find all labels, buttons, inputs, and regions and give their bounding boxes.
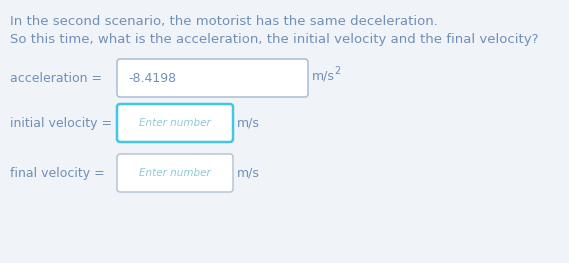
Text: Enter number: Enter number (139, 168, 211, 178)
Text: initial velocity =: initial velocity = (10, 117, 112, 129)
Text: acceleration =: acceleration = (10, 72, 102, 84)
Text: m/s: m/s (312, 69, 335, 83)
Text: -8.4198: -8.4198 (128, 72, 176, 84)
Text: So this time, what is the acceleration, the initial velocity and the final veloc: So this time, what is the acceleration, … (10, 33, 538, 46)
Text: Enter number: Enter number (139, 118, 211, 128)
FancyBboxPatch shape (117, 104, 233, 142)
Text: final velocity =: final velocity = (10, 166, 105, 180)
Text: m/s: m/s (237, 117, 260, 129)
Text: In the second scenario, the motorist has the same deceleration.: In the second scenario, the motorist has… (10, 15, 438, 28)
FancyBboxPatch shape (117, 59, 308, 97)
Text: 2: 2 (334, 66, 340, 76)
FancyBboxPatch shape (117, 154, 233, 192)
Text: m/s: m/s (237, 166, 260, 180)
